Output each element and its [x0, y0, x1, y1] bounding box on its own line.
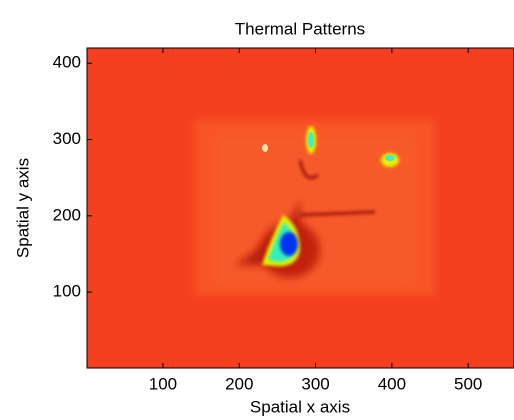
x-tick-label: 400	[378, 374, 406, 393]
y-tick-label: 300	[53, 129, 81, 148]
y-tick-label: 200	[53, 205, 81, 224]
thermal-image	[87, 48, 514, 368]
y-tick-label: 100	[53, 282, 81, 301]
x-tick-label: 500	[454, 374, 482, 393]
chart-title: Thermal Patterns	[235, 19, 365, 38]
x-axis-label: Spatial x axis	[250, 397, 350, 416]
x-tick-label: 300	[301, 374, 329, 393]
plot-frame	[86, 47, 514, 369]
x-tick-label: 100	[149, 374, 177, 393]
x-tick-label: 200	[225, 374, 253, 393]
y-tick-label: 400	[53, 53, 81, 72]
y-axis-label: Spatial y axis	[13, 158, 32, 258]
